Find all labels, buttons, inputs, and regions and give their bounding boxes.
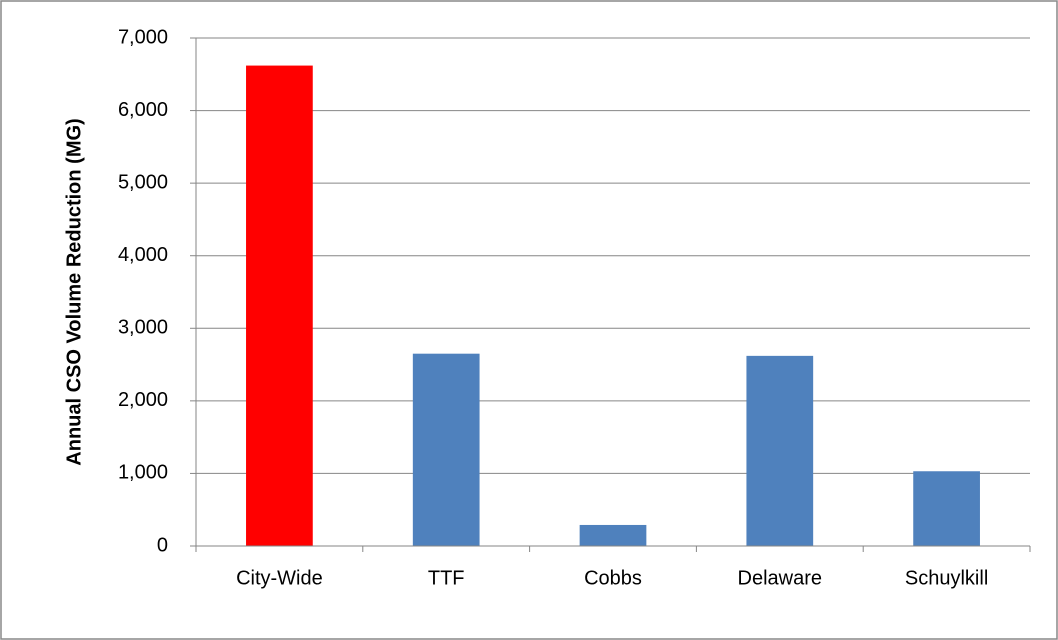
- y-tick-label: 6,000: [118, 99, 168, 121]
- x-tick-label: Cobbs: [584, 567, 642, 589]
- y-tick-label: 7,000: [118, 26, 168, 48]
- x-tick-label: TTF: [428, 567, 465, 589]
- bar: [412, 353, 480, 546]
- y-tick-label: 1,000: [118, 462, 168, 484]
- y-tick-label: 0: [157, 534, 168, 556]
- x-tick-label: Schuylkill: [905, 567, 988, 589]
- y-tick-label: 5,000: [118, 171, 168, 193]
- y-axis-title: Annual CSO Volume Reduction (MG): [63, 118, 85, 465]
- x-tick-label: Delaware: [738, 567, 822, 589]
- bar: [913, 471, 980, 546]
- x-tick-label: City-Wide: [236, 567, 323, 589]
- bar: [579, 524, 647, 546]
- bar: [246, 65, 313, 546]
- y-tick-label: 3,000: [118, 317, 168, 339]
- y-tick-label: 4,000: [118, 244, 168, 266]
- bar: [746, 355, 814, 546]
- y-tick-label: 2,000: [118, 389, 168, 411]
